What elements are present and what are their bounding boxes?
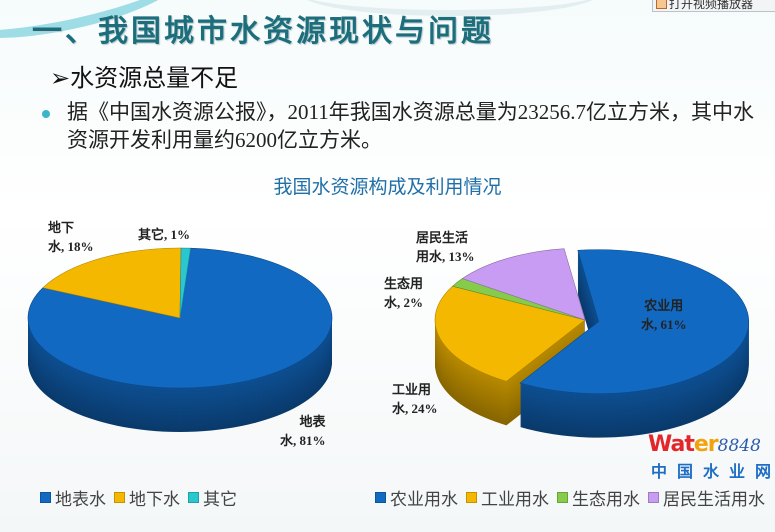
player-icon [656,0,667,9]
legend-swatch [466,492,477,503]
slice-label: 地下 水, 18% [48,220,94,254]
slice-label: 其它, 1% [138,227,191,242]
slice-工业用水 [434,285,586,382]
slice-其它 [179,247,191,319]
legend-label: 居民生活用水 [663,490,765,509]
legend-label: 农业用水 [390,490,458,509]
legend-item: 生态用水 [557,485,640,510]
logo-text: Wat [648,432,695,457]
pie-1 [27,247,333,433]
page-title: 一、我国城市水资源现状与问题 [32,14,494,49]
slice-地下水 [42,247,182,319]
legend-label: 其它 [203,490,237,509]
legend-swatch [557,492,568,503]
legend-label: 工业用水 [481,490,549,509]
logo-text-cn: 中国水业网 [651,462,775,481]
watermark-logo: Water8848 中国水业网 [648,432,775,481]
legend-right: 农业用水 工业用水 生态用水 居民生活用水 [375,485,765,510]
legend-item: 工业用水 [466,485,549,510]
subheading: ➢水资源总量不足 [50,64,239,92]
legend-item: 其它 [188,485,237,510]
legend-item: 居民生活用水 [648,485,765,510]
open-video-player-button[interactable]: 打开视频播放器 [652,0,775,12]
slice-农业用水 [519,249,749,394]
body-paragraph: 据《中国水资源公报》，2011年我国水资源总量为23256.7亿立方米，其中水资… [67,100,754,152]
slice-label: 居民生活 用水, 13% [416,230,475,264]
legend-swatch [114,492,125,503]
legend-left: 地表水 地下水 其它 [40,485,237,510]
player-label: 打开视频播放器 [669,0,754,11]
slice-label: 工业用 水, 24% [392,382,438,416]
logo-text: er [693,432,719,457]
pie-2 [434,248,749,438]
logo-text: 8848 [717,436,761,456]
slice-label: 地表 水, 81% [280,414,326,448]
slice-居民生活用水 [461,248,586,321]
decorative-curve [300,0,600,16]
legend-label: 地下水 [129,490,180,509]
slice-label: 生态用 水, 2% [384,276,424,310]
legend-swatch [188,492,199,503]
chart-title: 我国水资源构成及利用情况 [273,176,502,198]
slice-label: 农业用 水, 61% [641,298,687,332]
legend-item: 地下水 [114,485,180,510]
legend-item: 农业用水 [375,485,458,510]
legend-swatch [375,492,386,503]
legend-swatch [40,492,51,503]
bullet-icon [42,110,50,118]
legend-item: 地表水 [40,485,106,510]
legend-label: 地表水 [55,490,106,509]
legend-swatch [648,492,659,503]
legend-label: 生态用水 [572,490,640,509]
